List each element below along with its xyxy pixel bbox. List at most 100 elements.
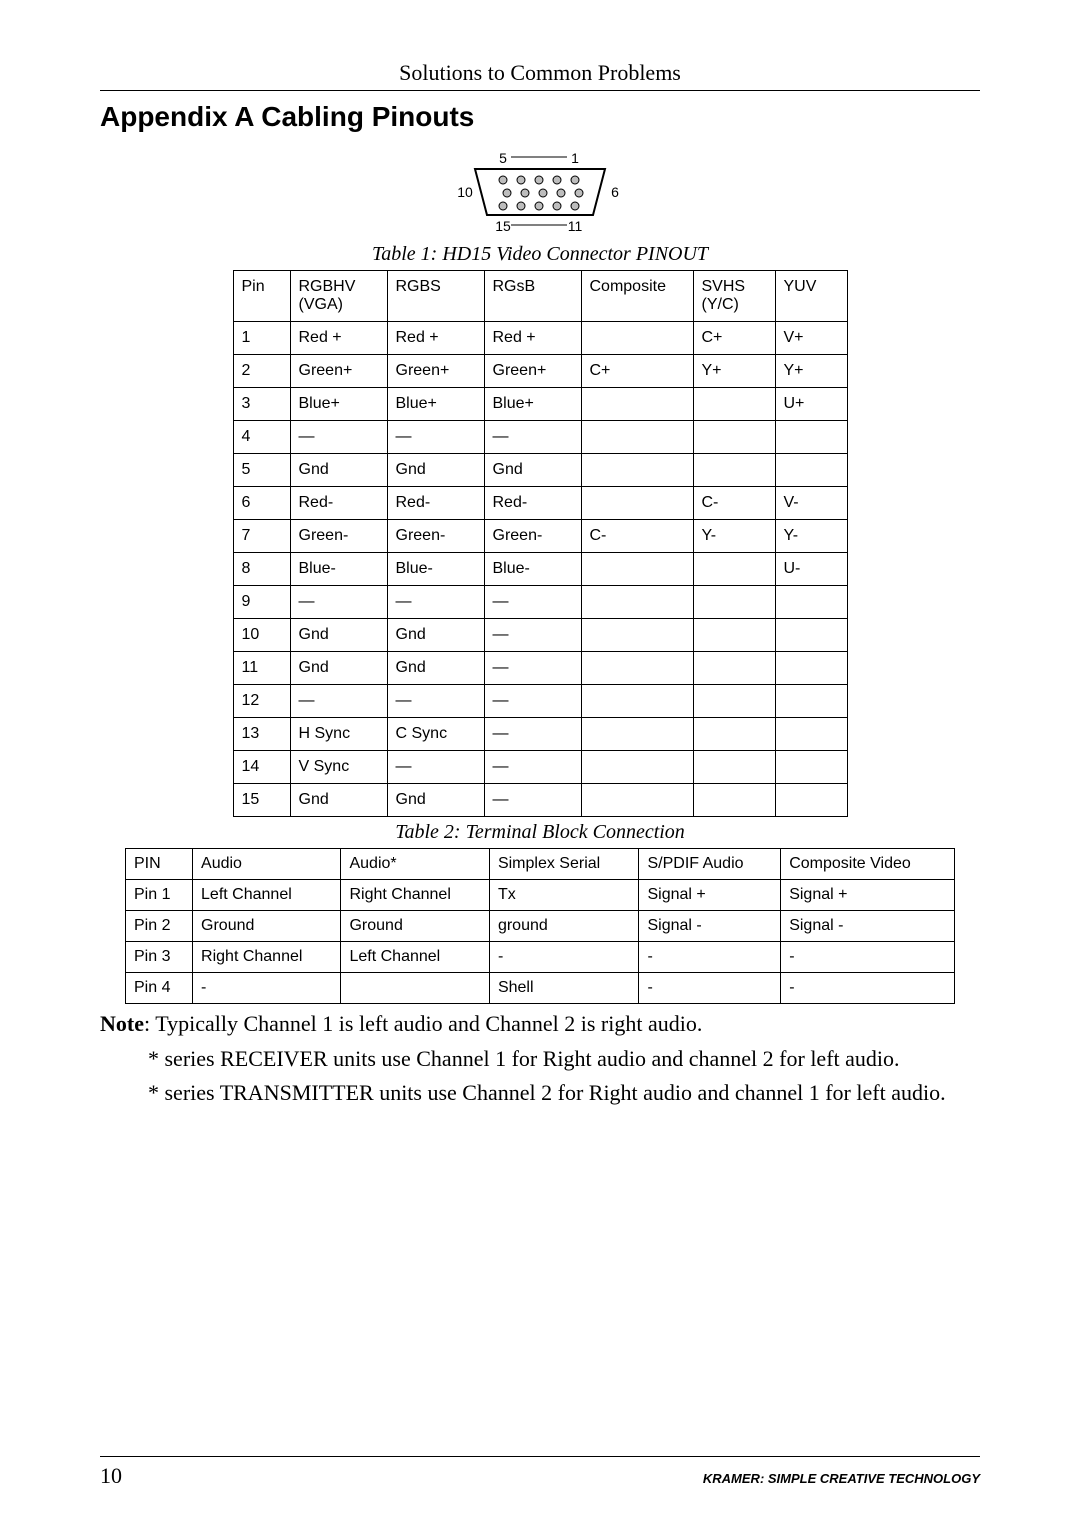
appendix-title: Appendix A Cabling Pinouts <box>100 101 980 133</box>
table-cell: 4 <box>233 421 290 454</box>
table-cell: U+ <box>775 388 847 421</box>
table-cell: Green- <box>290 520 387 553</box>
table-cell: Pin 3 <box>126 942 193 973</box>
table-cell <box>581 388 693 421</box>
table-cell: Blue+ <box>290 388 387 421</box>
table-cell <box>693 685 775 718</box>
table-cell: 14 <box>233 751 290 784</box>
table-cell: Gnd <box>290 784 387 817</box>
table-cell: Gnd <box>387 652 484 685</box>
table-cell: V Sync <box>290 751 387 784</box>
table-cell: C Sync <box>387 718 484 751</box>
table-cell: Red- <box>484 487 581 520</box>
rule-bottom <box>100 1456 980 1457</box>
pin-label-10: 10 <box>457 184 473 200</box>
table-cell: — <box>484 586 581 619</box>
table-cell <box>581 454 693 487</box>
table-cell: Left Channel <box>341 942 489 973</box>
table-cell: 1 <box>233 322 290 355</box>
table-cell: 7 <box>233 520 290 553</box>
table-cell: 12 <box>233 685 290 718</box>
table-cell: Y+ <box>775 355 847 388</box>
table2-header-cell: PIN <box>126 849 193 880</box>
table-cell: - <box>489 942 639 973</box>
table-cell: C- <box>693 487 775 520</box>
table-cell: 3 <box>233 388 290 421</box>
table-cell: Green+ <box>387 355 484 388</box>
table-cell <box>775 751 847 784</box>
table1-header-cell: RGBHV(VGA) <box>290 271 387 322</box>
table-cell: - <box>781 973 955 1004</box>
table-cell: 2 <box>233 355 290 388</box>
table-cell: Signal - <box>639 911 781 942</box>
table2-header-cell: Audio <box>193 849 341 880</box>
table-cell: - <box>639 942 781 973</box>
table2-header-cell: S/PDIF Audio <box>639 849 781 880</box>
table-cell: C+ <box>693 322 775 355</box>
note-rest: : Typically Channel 1 is left audio and … <box>144 1011 702 1036</box>
table-cell <box>581 619 693 652</box>
table-cell <box>581 685 693 718</box>
table-cell: Y+ <box>693 355 775 388</box>
table2-header-cell: Simplex Serial <box>489 849 639 880</box>
note-line-2: * series RECEIVER units use Channel 1 fo… <box>100 1045 980 1074</box>
table-cell: — <box>484 421 581 454</box>
table-cell: Blue+ <box>387 388 484 421</box>
table-cell: U- <box>775 553 847 586</box>
table2-header-cell: Composite Video <box>781 849 955 880</box>
table-cell: — <box>484 784 581 817</box>
table-cell: H Sync <box>290 718 387 751</box>
table-cell: 15 <box>233 784 290 817</box>
table-cell <box>775 421 847 454</box>
table-row: 2Green+Green+Green+C+Y+Y+ <box>233 355 847 388</box>
table-cell: Gnd <box>484 454 581 487</box>
table-cell: Ground <box>341 911 489 942</box>
table-cell: Pin 2 <box>126 911 193 942</box>
table-cell: — <box>387 751 484 784</box>
table-row: 5GndGndGnd <box>233 454 847 487</box>
table-cell: - <box>639 973 781 1004</box>
document-page: Solutions to Common Problems Appendix A … <box>0 0 1080 1529</box>
table1-header-cell: RGsB <box>484 271 581 322</box>
table-cell: - <box>781 942 955 973</box>
table-cell <box>693 619 775 652</box>
table-cell: Gnd <box>387 454 484 487</box>
table-row: 11GndGnd— <box>233 652 847 685</box>
hd15-connector-diagram: 5 1 10 6 15 11 <box>445 147 635 237</box>
table-cell <box>581 652 693 685</box>
table-cell: Signal - <box>781 911 955 942</box>
table-cell: — <box>387 586 484 619</box>
table1-header-cell: RGBS <box>387 271 484 322</box>
table-row: 7Green-Green-Green-C-Y-Y- <box>233 520 847 553</box>
table-cell <box>581 784 693 817</box>
table-row: 6Red-Red-Red-C-V- <box>233 487 847 520</box>
table-cell: C+ <box>581 355 693 388</box>
table-cell: — <box>290 421 387 454</box>
table-cell: Left Channel <box>193 880 341 911</box>
table-hd15-pinout: PinRGBHV(VGA)RGBSRGsBCompositeSVHS(Y/C)Y… <box>233 270 848 817</box>
table-cell <box>581 487 693 520</box>
table-cell <box>693 454 775 487</box>
table-row: Pin 2GroundGroundgroundSignal -Signal - <box>126 911 955 942</box>
table-cell: 13 <box>233 718 290 751</box>
table-cell <box>775 685 847 718</box>
table-cell <box>693 421 775 454</box>
running-head: Solutions to Common Problems <box>100 60 980 86</box>
table-cell: Green+ <box>484 355 581 388</box>
table-row: 3Blue+Blue+Blue+U+ <box>233 388 847 421</box>
note-line-1: Note: Typically Channel 1 is left audio … <box>100 1010 980 1039</box>
table-cell: Right Channel <box>193 942 341 973</box>
pin-label-1: 1 <box>571 150 579 166</box>
table-cell <box>581 586 693 619</box>
table1-header-cell: YUV <box>775 271 847 322</box>
table-cell <box>775 619 847 652</box>
table-cell: Signal + <box>781 880 955 911</box>
table-cell <box>581 322 693 355</box>
table-cell <box>693 586 775 619</box>
table-cell: Blue- <box>484 553 581 586</box>
table-cell: C- <box>581 520 693 553</box>
table2-header-cell: Audio* <box>341 849 489 880</box>
table-cell <box>693 652 775 685</box>
table-cell: — <box>387 685 484 718</box>
table-cell <box>581 553 693 586</box>
